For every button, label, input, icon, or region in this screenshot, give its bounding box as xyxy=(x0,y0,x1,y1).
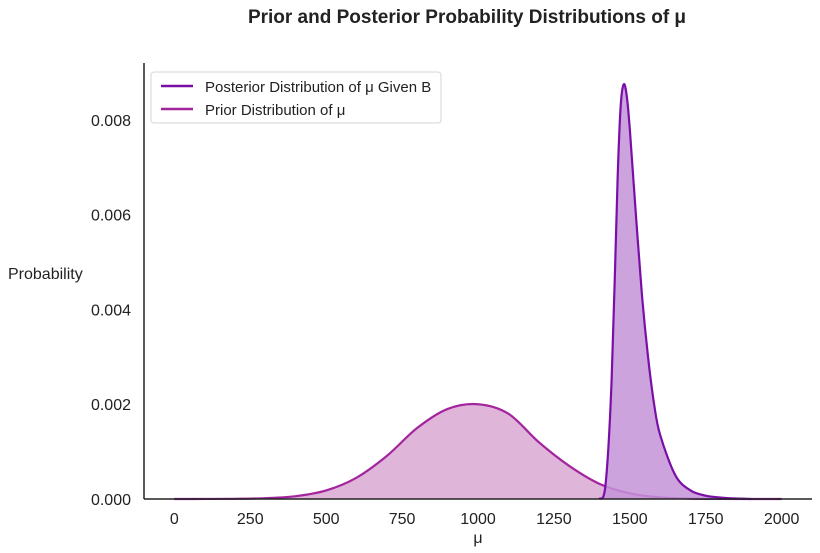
y-tick-label: 0.002 xyxy=(91,397,131,414)
legend-label-prior: Prior Distribution of μ xyxy=(205,102,345,119)
x-tick-label: 1000 xyxy=(460,511,496,528)
x-tick-label: 1500 xyxy=(612,511,648,528)
x-tick-label: 0 xyxy=(170,511,179,528)
posterior-area-fill xyxy=(599,84,752,500)
y-tick-label: 0.004 xyxy=(91,302,131,319)
y-tick-labels: 0.000 0.002 0.004 0.006 0.008 xyxy=(91,113,131,509)
y-tick-label: 0.008 xyxy=(91,113,131,130)
plot-areas xyxy=(174,82,782,501)
legend-box xyxy=(150,71,442,124)
x-tick-label: 2000 xyxy=(764,511,800,528)
x-tick-label: 1250 xyxy=(536,511,572,528)
y-axis-label: Probability xyxy=(8,266,83,283)
y-tick-label: 0.006 xyxy=(91,208,131,225)
x-axis-label: μ xyxy=(473,530,482,547)
prior-area-fill xyxy=(174,404,782,500)
x-tick-label: 750 xyxy=(389,511,416,528)
legend: Posterior Distribution of μ Given B Prio… xyxy=(150,71,442,124)
chart-title: Prior and Posterior Probability Distribu… xyxy=(248,7,686,28)
posterior-series-line xyxy=(598,82,752,501)
x-tick-labels: 0 250 500 750 1000 1250 1500 1750 2000 xyxy=(170,511,800,528)
x-tick-label: 500 xyxy=(313,511,340,528)
x-tick-label: 1750 xyxy=(688,511,724,528)
x-tick-label: 250 xyxy=(237,511,264,528)
y-tick-label: 0.000 xyxy=(91,492,131,509)
legend-label-posterior: Posterior Distribution of μ Given B xyxy=(205,79,431,96)
